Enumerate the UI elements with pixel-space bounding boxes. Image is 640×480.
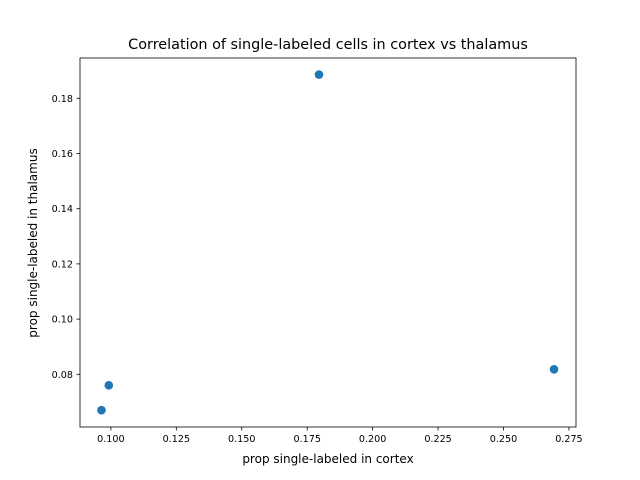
x-tick-label: 0.200 [359, 434, 386, 445]
data-point [104, 381, 114, 390]
y-axis-label: prop single-labeled in thalamus [26, 148, 40, 337]
x-axis: 0.100 0.125 0.150 0.175 0.200 0.225 0.250 0.275 [97, 427, 583, 445]
x-tick-label: 0.175 [293, 434, 320, 445]
x-tick-label: 0.275 [555, 434, 582, 445]
x-tick-label: 0.100 [97, 434, 124, 445]
y-tick-label: 0.12 [52, 259, 73, 270]
x-tick-label: 0.225 [424, 434, 451, 445]
x-tick-label: 0.125 [163, 434, 190, 445]
chart-title: Correlation of single-labeled cells in c… [128, 37, 528, 53]
y-tick-label: 0.10 [52, 315, 73, 326]
data-point [97, 405, 106, 415]
data-points [97, 70, 559, 415]
x-axis-label: prop single-labeled in cortex [242, 452, 413, 466]
plot-frame [79, 57, 577, 428]
plot-area [79, 57, 577, 428]
y-tick-label: 0.14 [52, 204, 73, 215]
x-tick-label: 0.250 [490, 434, 517, 445]
x-tick-label: 0.150 [228, 434, 255, 445]
y-axis: 0.08 0.10 0.12 0.14 0.16 0.18 [52, 94, 80, 381]
y-tick-label: 0.16 [52, 149, 73, 160]
y-tick-label: 0.08 [52, 370, 73, 381]
y-tick-label: 0.18 [52, 94, 73, 105]
data-point [314, 70, 324, 79]
data-point [549, 365, 559, 374]
